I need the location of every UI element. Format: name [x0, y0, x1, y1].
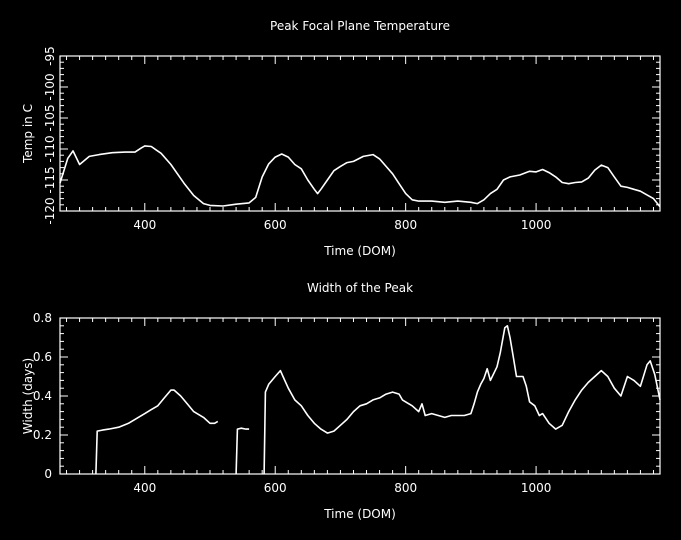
width-x-tick-label: 800	[394, 481, 417, 495]
width-plot-frame	[59, 317, 661, 475]
temperature-x-axis-label: Time (DOM)	[323, 244, 396, 258]
width-series-line-1	[95, 389, 219, 475]
width-x-tick-label: 400	[133, 481, 156, 495]
temperature-x-tick-label: 400	[133, 218, 156, 232]
temperature-x-tick-label: 1000	[521, 218, 552, 232]
width-series-line-2	[235, 427, 250, 475]
temperature-y-tick-label: -110	[43, 135, 57, 162]
temperature-y-axis-label: Temp in C	[21, 104, 35, 164]
temperature-y-tick-label: -95	[43, 46, 57, 66]
temperature-series-line-1	[59, 145, 661, 208]
width-y-tick-label: 0.4	[33, 389, 52, 403]
temperature-chart-title: Peak Focal Plane Temperature	[270, 19, 450, 33]
width-x-tick-label: 1000	[521, 481, 552, 495]
width-series-line-3	[263, 324, 661, 475]
temperature-y-tick-label: -105	[43, 104, 57, 131]
width-x-axis-label: Time (DOM)	[323, 507, 396, 521]
width-y-tick-label: 0.6	[33, 350, 52, 364]
temperature-y-tick-label: -120	[43, 197, 57, 224]
width-chart-title: Width of the Peak	[307, 281, 413, 295]
temperature-x-tick-label: 600	[264, 218, 287, 232]
temperature-plot-frame	[59, 55, 661, 212]
width-y-tick-label: 0.8	[33, 311, 52, 325]
width-y-axis-label: Width (days)	[21, 358, 35, 434]
temperature-y-tick-label: -115	[43, 166, 57, 193]
temperature-y-tick-label: -100	[43, 73, 57, 100]
width-y-tick-label: 0	[44, 467, 52, 481]
temperature-x-tick-label: 800	[394, 218, 417, 232]
width-y-tick-label: 0.2	[33, 428, 52, 442]
width-x-tick-label: 600	[264, 481, 287, 495]
